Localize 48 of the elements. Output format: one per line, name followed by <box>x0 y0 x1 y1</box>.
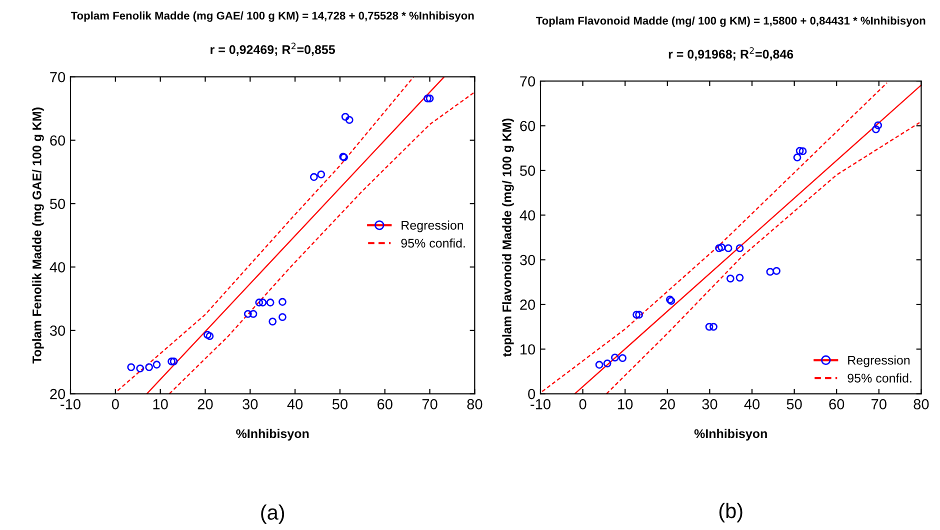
legend-label: 95% confid. <box>848 373 912 383</box>
x-tick-label: 20 <box>660 399 675 410</box>
text: (a) <box>261 504 284 524</box>
x-tick-label: 0 <box>579 399 586 410</box>
x-axis-title: %Inhibisyon <box>236 428 309 441</box>
x-tick-label: 80 <box>467 399 482 410</box>
y-tick-label: 10 <box>520 344 536 355</box>
y-tick-label: 60 <box>50 135 66 146</box>
y-tick-label: 60 <box>520 120 536 132</box>
y-tick-label: 50 <box>50 198 66 210</box>
y-tick-label: 20 <box>50 388 66 400</box>
x-tick-label: 70 <box>422 399 438 410</box>
x-tick-label: -10 <box>530 399 550 410</box>
x-tick-label: 40 <box>287 399 303 410</box>
y-tick-label: 0 <box>528 388 536 400</box>
x-tick-label: 30 <box>242 399 258 410</box>
x-tick-label: 50 <box>332 399 348 410</box>
y-tick-label: 70 <box>50 72 66 82</box>
x-tick-label: 0 <box>112 399 119 410</box>
y-tick-label: 70 <box>520 76 536 87</box>
chart-title: Toplam Fenolik Madde (mg GAE/ 100 g KM) = 14,728 + 0,75528 * %Inhibisyon <box>70 11 474 22</box>
x-tick-label: 10 <box>618 399 633 410</box>
x-tick-label: 80 <box>914 399 929 410</box>
x-axis-title: %Inhibisyon <box>694 428 767 441</box>
legend-label: Regression <box>402 220 464 232</box>
chart-title: Toplam Flavonoid Madde (mg/ 100 g KM) = 1,5800 + 0,84431 * %Inhibisyon <box>536 16 926 27</box>
y-tick-label: 20 <box>520 300 536 310</box>
y-tick-label: 30 <box>520 254 536 266</box>
y-axis-title: Toplam Fenolik Madde (mg GAE/ 100 g KM) <box>32 108 44 364</box>
x-tick-label: 30 <box>702 399 718 410</box>
chart-subtitle: r = 0,92469; R$^{2}$=0,855 <box>210 42 336 56</box>
y-axis-title: toplam Flavonoid Madde (mg/ 100 g KM) <box>502 118 514 357</box>
x-tick-label: 40 <box>744 399 760 410</box>
x-tick-label: 50 <box>786 399 802 410</box>
y-tick-label: 40 <box>50 262 66 272</box>
y-tick-label: 30 <box>50 326 66 336</box>
x-tick-label: 20 <box>198 399 213 410</box>
chart-subtitle: r = 0,91968; R$^{2}$=0,846 <box>668 47 794 60</box>
legend-label: 95% confid. <box>401 238 465 248</box>
x-tick-label: -10 <box>60 399 80 410</box>
legend-label: Regression <box>848 355 910 368</box>
x-tick-label: 10 <box>153 399 168 410</box>
x-tick-label: 60 <box>829 399 844 410</box>
x-tick-label: 60 <box>378 399 392 410</box>
text: (b) <box>719 502 742 522</box>
y-tick-label: 50 <box>520 166 536 176</box>
x-tick-label: 70 <box>872 399 886 410</box>
y-tick-label: 40 <box>520 210 536 221</box>
